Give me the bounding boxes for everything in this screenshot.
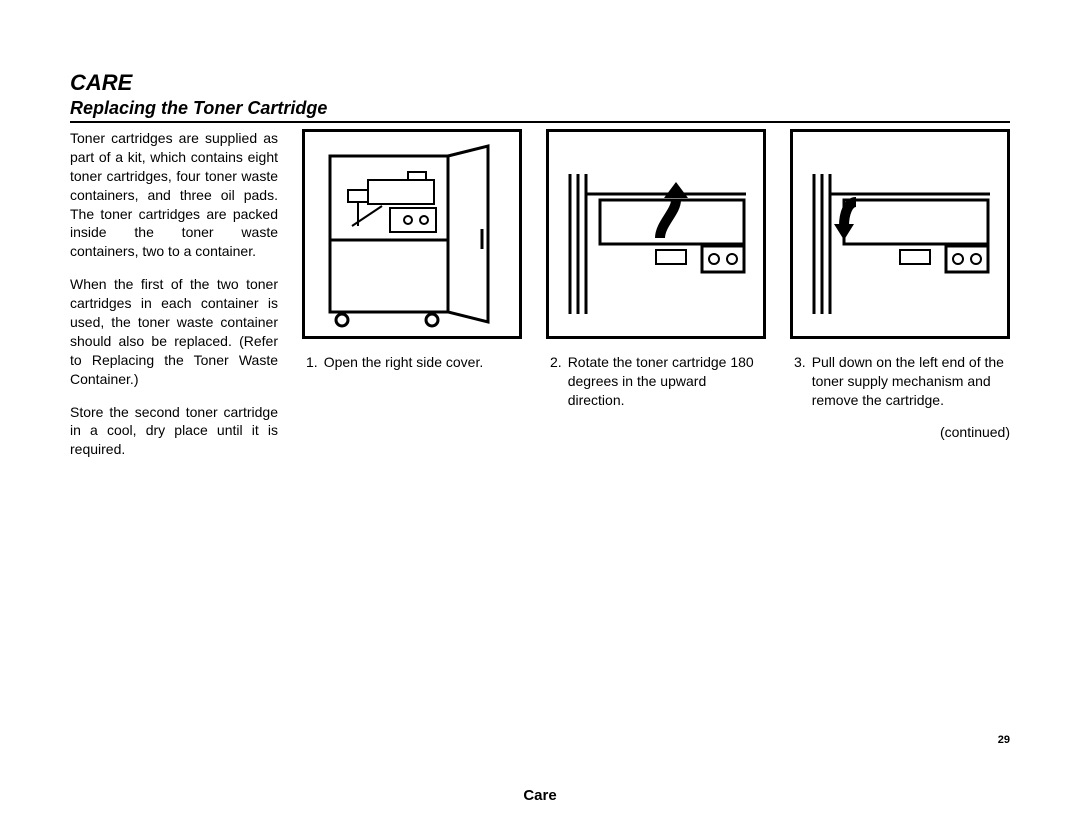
step-2-label: Rotate the toner cartridge 180 degrees i…	[568, 353, 762, 410]
section-title: CARE	[70, 70, 1010, 96]
footer-section-label: Care	[0, 787, 1080, 804]
figure-1	[302, 129, 522, 339]
figure-3	[790, 129, 1010, 339]
step-3: 3. Pull down on the left end of the tone…	[790, 129, 1010, 473]
step-1: 1. Open the right side cover.	[302, 129, 522, 473]
subsection-title: Replacing the Toner Cartridge	[70, 98, 1010, 123]
step-2-number: 2.	[550, 353, 562, 410]
continued-label: (continued)	[790, 424, 1010, 440]
step-1-number: 1.	[306, 353, 318, 372]
intro-paragraph-3: Store the second toner cartridge in a co…	[70, 403, 278, 460]
step-2-text: 2. Rotate the toner cartridge 180 degree…	[546, 353, 766, 410]
step-3-text: 3. Pull down on the left end of the tone…	[790, 353, 1010, 410]
rotate-cartridge-icon	[556, 134, 756, 334]
step-2: 2. Rotate the toner cartridge 180 degree…	[546, 129, 766, 473]
step-1-text: 1. Open the right side cover.	[302, 353, 522, 372]
intro-paragraph-1: Toner cartridges are supplied as part of…	[70, 129, 278, 261]
remove-cartridge-icon	[800, 134, 1000, 334]
intro-paragraph-2: When the first of the two toner cartridg…	[70, 275, 278, 388]
content-row: Toner cartridges are supplied as part of…	[70, 129, 1010, 473]
figure-2	[546, 129, 766, 339]
step-3-label: Pull down on the left end of the toner s…	[812, 353, 1006, 410]
step-1-label: Open the right side cover.	[324, 353, 518, 372]
step-3-number: 3.	[794, 353, 806, 410]
page-number: 29	[998, 734, 1010, 746]
intro-column: Toner cartridges are supplied as part of…	[70, 129, 278, 473]
printer-open-cover-icon	[312, 134, 512, 334]
